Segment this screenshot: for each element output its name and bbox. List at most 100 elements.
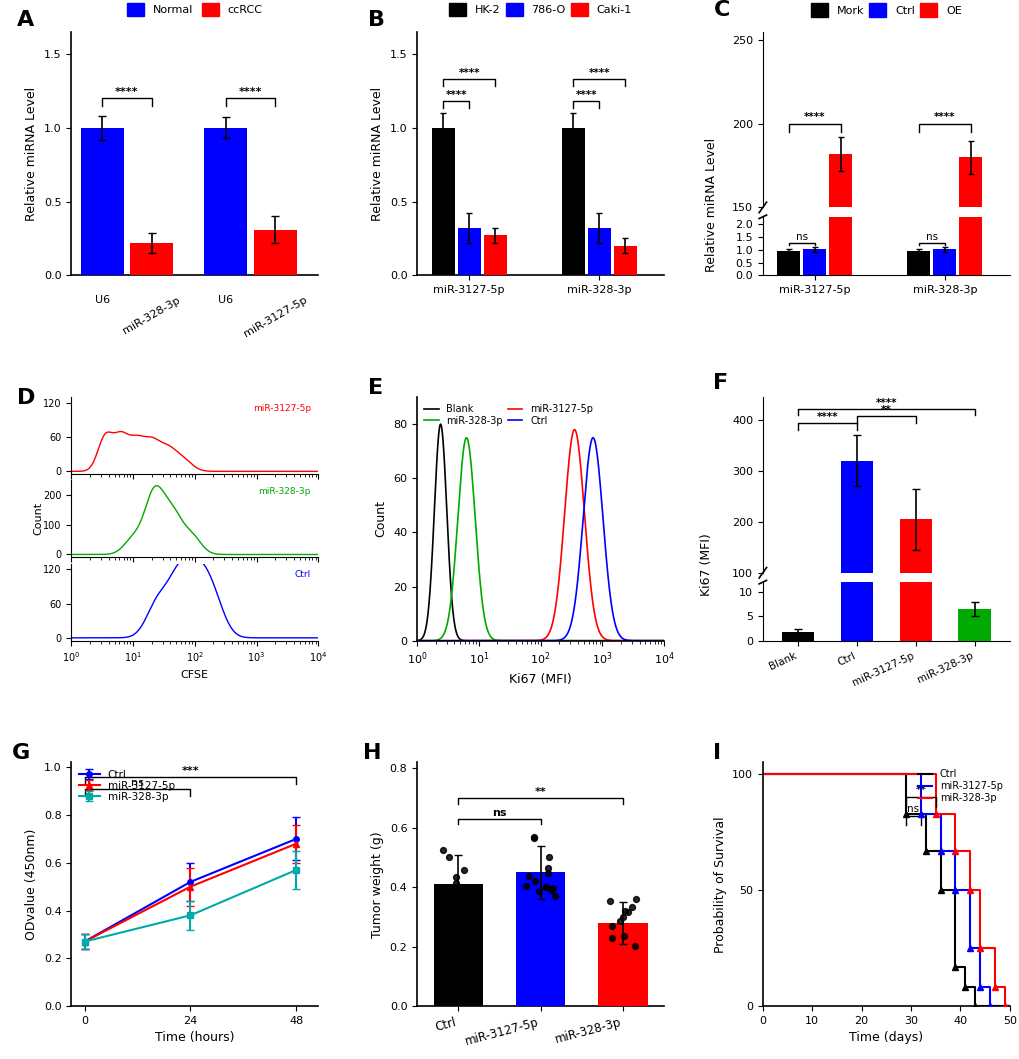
miR-3127-5p bbox=[983, 981, 996, 993]
Bar bbox=[907, 456, 929, 459]
Text: H: H bbox=[363, 743, 381, 762]
miR-3127-5p bbox=[949, 844, 961, 857]
miR-328-3p bbox=[657, 634, 669, 647]
miR-3127-5p bbox=[436, 634, 448, 647]
Bar bbox=[959, 157, 981, 459]
Text: ns: ns bbox=[795, 232, 807, 243]
Blank bbox=[657, 634, 669, 647]
Point bbox=[544, 879, 560, 896]
Line: miR-328-3p: miR-328-3p bbox=[762, 774, 1009, 1006]
Point bbox=[619, 904, 635, 921]
Bar bbox=[561, 128, 584, 275]
miR-3127-5p bbox=[607, 634, 620, 647]
Ctrl bbox=[520, 634, 532, 647]
Line: Ctrl: Ctrl bbox=[762, 774, 1009, 1006]
Bar bbox=[597, 922, 647, 1006]
miR-328-3p bbox=[963, 844, 975, 857]
Bar bbox=[932, 456, 956, 459]
Bar bbox=[254, 230, 297, 275]
Line: Blank: Blank bbox=[417, 425, 663, 641]
Legend: Ctrl, miR-3127-5p, miR-328-3p: Ctrl, miR-3127-5p, miR-328-3p bbox=[76, 768, 177, 804]
Point bbox=[526, 829, 542, 846]
miR-328-3p bbox=[436, 630, 448, 643]
miR-3127-5p bbox=[914, 768, 926, 780]
Bar bbox=[81, 128, 123, 275]
Point bbox=[538, 878, 554, 895]
Y-axis label: Ki67 (MFI): Ki67 (MFI) bbox=[700, 533, 712, 596]
Blank bbox=[434, 418, 446, 431]
Point bbox=[626, 937, 642, 954]
X-axis label: Ki67 (MFI): Ki67 (MFI) bbox=[508, 672, 572, 685]
Blank bbox=[436, 429, 448, 442]
Text: **: ** bbox=[880, 405, 891, 415]
Point bbox=[539, 864, 555, 881]
Text: ****: **** bbox=[874, 398, 896, 409]
miR-3127-5p bbox=[973, 981, 985, 993]
Legend: Ctrl, miR-3127-5p, miR-328-3p: Ctrl, miR-3127-5p, miR-328-3p bbox=[915, 768, 1004, 805]
miR-328-3p bbox=[949, 807, 961, 820]
Bar bbox=[587, 228, 610, 275]
Bar bbox=[907, 251, 929, 275]
Line: Ctrl: Ctrl bbox=[417, 437, 663, 641]
Text: ****: **** bbox=[588, 68, 609, 77]
Ctrl bbox=[933, 844, 946, 857]
Text: ****: **** bbox=[816, 412, 838, 421]
Text: ***: *** bbox=[181, 766, 199, 775]
Legend: HK-2, 786-O, Caki-1: HK-2, 786-O, Caki-1 bbox=[444, 0, 636, 21]
Ctrl bbox=[586, 431, 598, 444]
Point bbox=[601, 892, 618, 909]
Blank bbox=[580, 634, 592, 647]
miR-3127-5p bbox=[963, 883, 975, 896]
Point bbox=[526, 829, 542, 846]
Ctrl bbox=[657, 634, 669, 647]
miR-3127-5p bbox=[580, 538, 592, 551]
Blank bbox=[603, 634, 615, 647]
Text: ns: ns bbox=[907, 804, 919, 813]
Text: ****: **** bbox=[803, 112, 824, 122]
Text: U6: U6 bbox=[95, 294, 110, 305]
Bar bbox=[958, 609, 989, 641]
Ctrl bbox=[949, 961, 961, 973]
Point bbox=[539, 859, 555, 876]
Bar bbox=[840, 461, 872, 624]
Ctrl bbox=[1003, 1000, 1015, 1012]
Blank bbox=[520, 634, 532, 647]
Text: miR-328-3p: miR-328-3p bbox=[121, 294, 182, 336]
Text: **: ** bbox=[915, 785, 925, 795]
miR-3127-5p bbox=[411, 634, 423, 647]
miR-3127-5p bbox=[963, 941, 975, 954]
Text: D: D bbox=[17, 388, 36, 408]
Ctrl bbox=[436, 634, 448, 647]
Point bbox=[440, 849, 457, 866]
Text: miR-328-3p: miR-328-3p bbox=[258, 487, 311, 497]
Text: miR-3127-5p: miR-3127-5p bbox=[242, 294, 309, 339]
Point bbox=[447, 868, 464, 885]
Y-axis label: Relative miRNA Level: Relative miRNA Level bbox=[25, 87, 39, 220]
Y-axis label: Relative miRNA Level: Relative miRNA Level bbox=[705, 138, 717, 272]
Ctrl bbox=[580, 469, 592, 482]
Text: miR-3127-5p: miR-3127-5p bbox=[253, 403, 311, 413]
miR-328-3p bbox=[998, 1000, 1010, 1012]
miR-328-3p bbox=[998, 981, 1010, 993]
Bar bbox=[204, 128, 248, 275]
Point bbox=[603, 930, 620, 947]
miR-328-3p bbox=[460, 431, 472, 444]
Point bbox=[615, 928, 632, 945]
Ctrl bbox=[968, 981, 980, 993]
Ctrl bbox=[411, 634, 423, 647]
Point bbox=[614, 909, 631, 926]
Text: B: B bbox=[368, 10, 384, 30]
Point bbox=[537, 878, 553, 895]
Bar bbox=[899, 519, 931, 624]
Text: A: A bbox=[17, 10, 35, 30]
Bar bbox=[959, 0, 981, 275]
miR-3127-5p bbox=[568, 424, 580, 436]
Point bbox=[616, 902, 633, 919]
Point bbox=[520, 868, 536, 885]
Y-axis label: Relative miRNA Level: Relative miRNA Level bbox=[371, 87, 384, 220]
Point bbox=[518, 878, 534, 895]
Point bbox=[445, 902, 462, 919]
Ctrl bbox=[919, 807, 931, 820]
miR-3127-5p bbox=[914, 807, 926, 820]
Bar bbox=[776, 456, 800, 459]
